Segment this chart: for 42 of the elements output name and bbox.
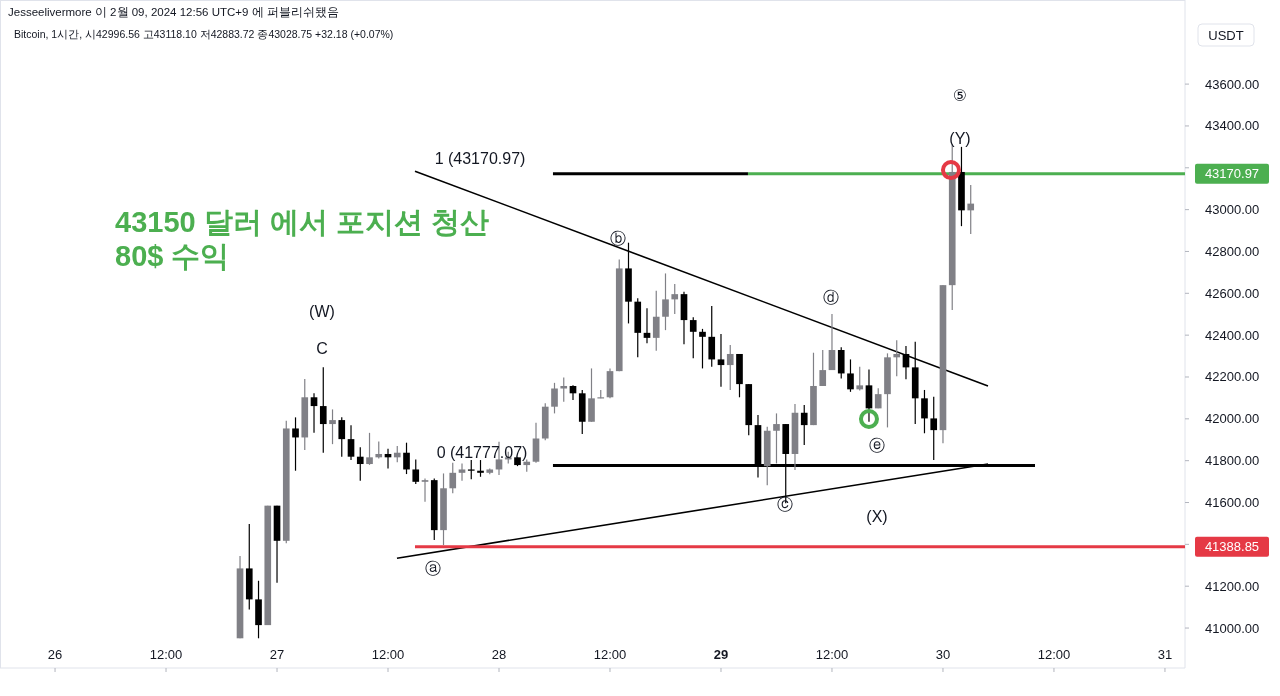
y-tick-label: 41200.00 [1205,578,1260,594]
annotation: ⓓ [823,289,839,306]
annotation: ⓑ [610,230,626,247]
y-tick-label: 41800.00 [1205,453,1260,469]
annotation: ⓔ [869,437,885,454]
annotation: C [316,340,328,357]
y-tick-label: 42600.00 [1205,285,1260,301]
annotation: 0 (41777.07) [436,444,528,461]
annotation: ⑤ [952,87,968,104]
annotation: 1 (43170.97) [434,150,526,167]
x-tick-label: 28 [491,647,507,662]
y-axis-title: USDT [1208,28,1244,43]
annotation: (X) [866,508,888,525]
annotation: Bitcoin, 1시간, 시42996.56 고43118.10 저42883.72 종43028.75 +32.18 (+0.07%) [14,28,394,40]
x-tick-label: 31 [1157,647,1173,662]
x-tick-label: 12:00 [1037,647,1071,662]
text: 43170.97 [1204,166,1260,182]
annotation: Jesseelivermore 이 2월 09, 2024 12:56 UTC+9 에 퍼블리쉬됐음 [8,6,339,18]
text: 43150 달러 에서 포지션 청산 [115,206,489,238]
y-tick-label: 41600.00 [1205,495,1260,511]
y-tick-label: 43000.00 [1205,202,1260,218]
y-tick-label: 42400.00 [1205,327,1260,343]
y-tick-label: 42200.00 [1205,369,1260,385]
y-tick-label: 43400.00 [1205,118,1260,134]
annotation: (Y) [949,130,971,147]
x-tick-label: 12:00 [815,647,849,662]
y-tick-label: 43600.00 [1205,76,1260,92]
text: 41388.85 [1204,539,1260,555]
x-tick-label: 26 [47,647,63,662]
annotation: (W) [309,303,335,320]
x-tick-label: 12:00 [371,647,405,662]
y-tick-label: 42000.00 [1205,411,1260,427]
text: 80$ 수익 [115,240,230,272]
annotation: ⓐ [425,560,441,577]
x-tick-label: 29 [713,647,729,662]
x-tick-label: 30 [935,647,951,662]
annotation: ⓒ [777,496,793,513]
y-tick-label: 41000.00 [1205,620,1260,636]
x-tick-label: 27 [269,647,285,662]
x-tick-label: 12:00 [149,647,183,662]
x-tick-label: 12:00 [593,647,627,662]
y-tick-label: 42800.00 [1205,243,1260,259]
